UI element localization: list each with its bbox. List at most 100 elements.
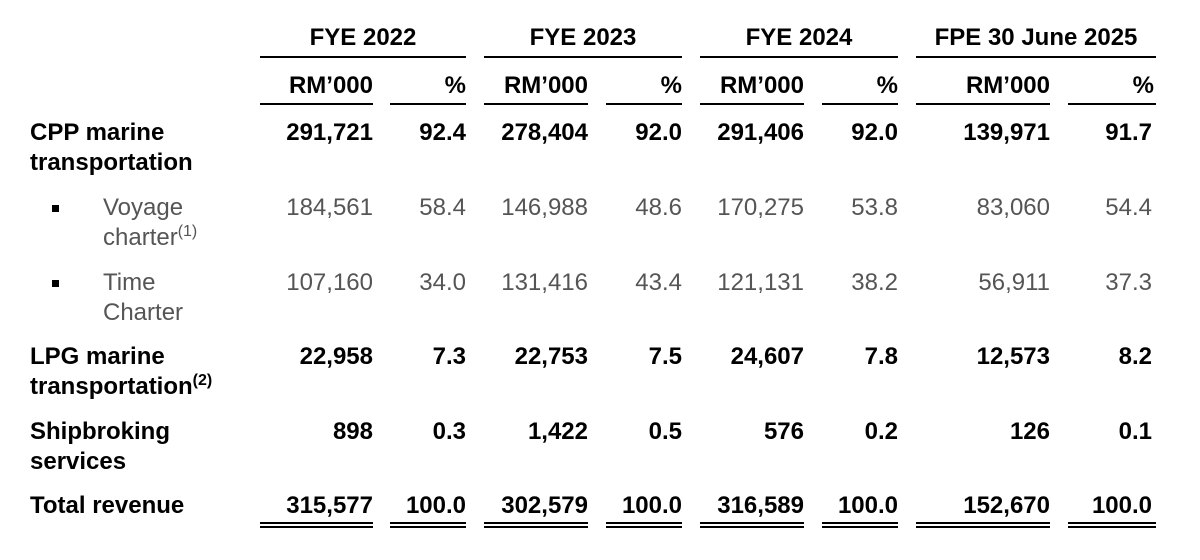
cell-rm-value: 22,958 — [299, 343, 373, 370]
period-header-fye-2024: FYE 2024 — [745, 24, 853, 51]
cell-rm-value: 302,579 — [501, 492, 588, 519]
cell-rm-value: 576 — [763, 418, 804, 445]
unit-header-pct: % — [660, 72, 682, 99]
period-header-fye-2023: FYE 2023 — [529, 24, 637, 51]
row-label-line: charter(1) — [103, 223, 198, 252]
unit-underline — [1068, 103, 1156, 105]
cell-rm-value: 121,131 — [717, 269, 804, 296]
cell-pct-value: 43.4 — [635, 269, 682, 296]
cell-pct-value: 0.2 — [864, 418, 898, 445]
cell-pct-value: 92.4 — [419, 119, 466, 146]
row-label-line: Shipbroking — [30, 418, 170, 445]
cell-pct-value: 34.0 — [419, 269, 466, 296]
cell-rm-value: 22,753 — [514, 343, 588, 370]
row-label-line: Charter — [103, 299, 184, 326]
cell-rm-value: 316,589 — [717, 492, 804, 519]
cell-pct-value: 0.3 — [432, 418, 466, 445]
row-label-total-revenue: Total revenue — [30, 491, 184, 521]
cell-pct-value: 48.6 — [635, 194, 682, 221]
total-double-underline — [484, 522, 588, 528]
cell-pct-value: 92.0 — [635, 119, 682, 146]
unit-underline — [916, 103, 1050, 105]
row-label-lpg-marine: LPG marine transportation(2) — [30, 342, 212, 402]
cell-rm-value: 131,416 — [501, 269, 588, 296]
cell-pct-value: 100.0 — [837, 492, 898, 519]
cell-rm-value: 1,422 — [527, 418, 588, 445]
cell-pct-value: 7.3 — [432, 343, 466, 370]
total-double-underline — [1068, 522, 1156, 528]
bullet-icon — [52, 205, 59, 212]
cell-pct-value: 58.4 — [419, 194, 466, 221]
cell-pct-value: 54.4 — [1105, 194, 1152, 221]
total-double-underline — [822, 522, 898, 528]
cell-pct-value: 100.0 — [621, 492, 682, 519]
cell-rm-value: 24,607 — [730, 343, 804, 370]
period-underline — [916, 56, 1156, 58]
unit-underline — [260, 103, 373, 105]
cell-rm-value: 170,275 — [717, 194, 804, 221]
period-underline — [700, 56, 898, 58]
period-header-fye-2022: FYE 2022 — [309, 24, 417, 51]
row-label-line: Total revenue — [30, 492, 185, 519]
total-double-underline — [390, 522, 466, 528]
row-label-line: transportation(2) — [30, 372, 213, 401]
unit-underline — [484, 103, 588, 105]
cell-rm-value: 126 — [1009, 418, 1050, 445]
cell-rm-value: 291,721 — [286, 119, 373, 146]
unit-underline — [390, 103, 466, 105]
total-double-underline — [606, 522, 682, 528]
cell-rm-value: 107,160 — [286, 269, 373, 296]
period-header-fpe-2025: FPE 30 June 2025 — [934, 24, 1138, 51]
total-double-underline — [700, 522, 804, 528]
row-label-line: CPP marine — [30, 119, 165, 146]
cell-pct-value: 7.5 — [648, 343, 682, 370]
cell-pct-value: 0.5 — [648, 418, 682, 445]
row-label-line: LPG marine — [30, 343, 165, 370]
unit-header-pct: % — [1132, 72, 1154, 99]
unit-header-rm: RM’000 — [288, 72, 373, 99]
cell-rm-value: 146,988 — [501, 194, 588, 221]
bullet-icon — [52, 280, 59, 287]
row-label-line: Voyage — [103, 194, 184, 221]
row-label-cpp-marine: CPP marine transportation — [30, 118, 193, 178]
cell-pct-value: 91.7 — [1105, 119, 1152, 146]
cell-rm-value: 291,406 — [717, 119, 804, 146]
cell-rm-value: 898 — [332, 418, 373, 445]
cell-rm-value: 12,573 — [976, 343, 1050, 370]
unit-underline — [606, 103, 682, 105]
cell-pct-value: 53.8 — [851, 194, 898, 221]
row-label-line: transportation — [30, 149, 193, 176]
unit-header-rm: RM’000 — [503, 72, 588, 99]
row-label-time-charter: Time Charter — [103, 268, 183, 328]
cell-rm-value: 278,404 — [501, 119, 588, 146]
cell-rm-value: 139,971 — [963, 119, 1050, 146]
unit-header-rm: RM’000 — [965, 72, 1050, 99]
period-underline — [260, 56, 466, 58]
cell-rm-value: 315,577 — [286, 492, 373, 519]
total-double-underline — [260, 522, 373, 528]
cell-rm-value: 56,911 — [978, 269, 1050, 296]
total-double-underline — [916, 522, 1050, 528]
row-label-voyage-charter: Voyage charter(1) — [103, 193, 197, 253]
footnote-marker: (1) — [177, 223, 198, 240]
row-label-shipbroking: Shipbroking services — [30, 417, 170, 477]
cell-pct-value: 100.0 — [405, 492, 466, 519]
unit-underline — [822, 103, 898, 105]
footnote-marker: (2) — [192, 372, 213, 389]
cell-pct-value: 0.1 — [1118, 418, 1152, 445]
unit-header-pct: % — [444, 72, 466, 99]
cell-pct-value: 8.2 — [1118, 343, 1152, 370]
cell-pct-value: 38.2 — [851, 269, 898, 296]
unit-underline — [700, 103, 804, 105]
unit-header-pct: % — [876, 72, 898, 99]
period-underline — [484, 56, 682, 58]
cell-rm-value: 152,670 — [963, 492, 1050, 519]
cell-rm-value: 184,561 — [286, 194, 373, 221]
unit-header-rm: RM’000 — [719, 72, 804, 99]
cell-pct-value: 92.0 — [851, 119, 898, 146]
row-label-line: Time — [103, 269, 156, 296]
cell-pct-value: 7.8 — [864, 343, 898, 370]
cell-pct-value: 37.3 — [1105, 269, 1152, 296]
cell-pct-value: 100.0 — [1091, 492, 1152, 519]
row-label-line: services — [30, 448, 127, 475]
